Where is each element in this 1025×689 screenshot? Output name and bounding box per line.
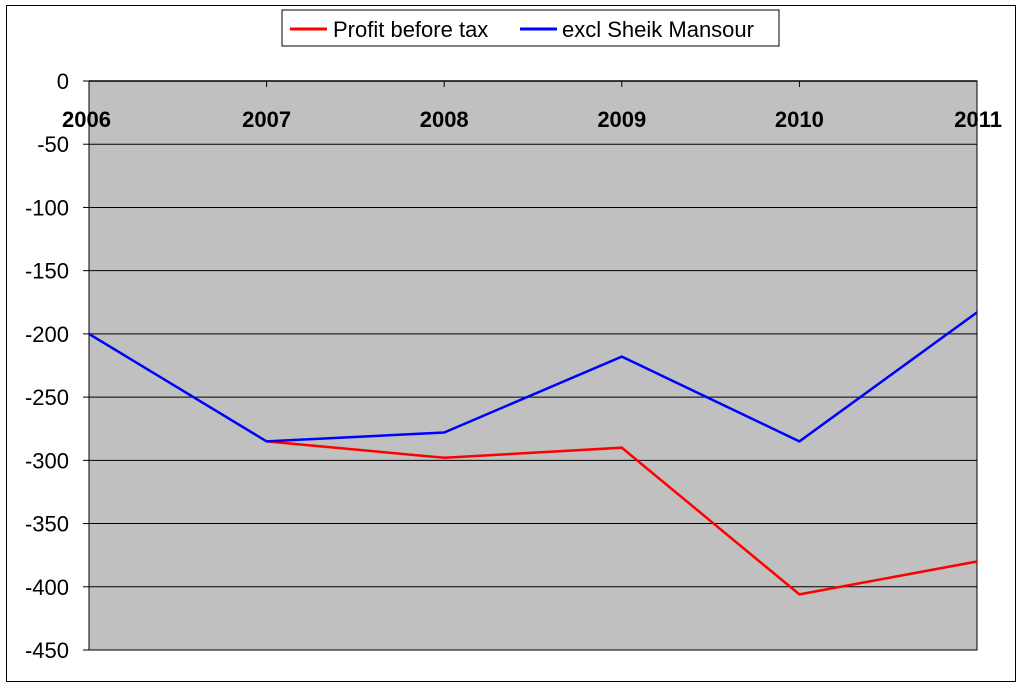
plot-area	[88, 80, 978, 651]
y-tick-label: -150	[25, 259, 69, 284]
legend: Profit before tax excl Sheik Mansour	[281, 9, 780, 47]
x-tick-label: 2011	[954, 107, 1002, 132]
y-tick-label: -400	[25, 575, 69, 600]
y-tick-label: -50	[37, 132, 69, 157]
series-line-profit-before-tax	[266, 440, 978, 596]
x-tick-label: 2010	[775, 107, 824, 132]
x-tick-label: 2006	[62, 107, 111, 132]
legend-label: excl Sheik Mansour	[562, 17, 754, 42]
x-tick-label: 2009	[597, 107, 646, 132]
x-tick-label: 2008	[420, 107, 469, 132]
y-tick-label: -250	[25, 385, 69, 410]
x-axis: 2006 2007 2008 2009 2010 2011	[62, 80, 1002, 132]
legend-label: Profit before tax	[333, 17, 488, 42]
y-tick-label: -350	[25, 512, 69, 537]
series-line-excl-sheik-mansour	[88, 311, 978, 443]
y-tick-label: -200	[25, 322, 69, 347]
y-tick-label: -100	[25, 195, 69, 220]
x-tick-label: 2007	[242, 107, 291, 132]
y-tick-label: -450	[25, 638, 69, 663]
y-axis: 0 -50 -100 -150 -200 -250 -300 -350 -400 -450	[25, 69, 89, 663]
series-lines	[88, 311, 978, 596]
y-tick-label: 0	[57, 69, 69, 94]
y-tick-label: -300	[25, 448, 69, 473]
